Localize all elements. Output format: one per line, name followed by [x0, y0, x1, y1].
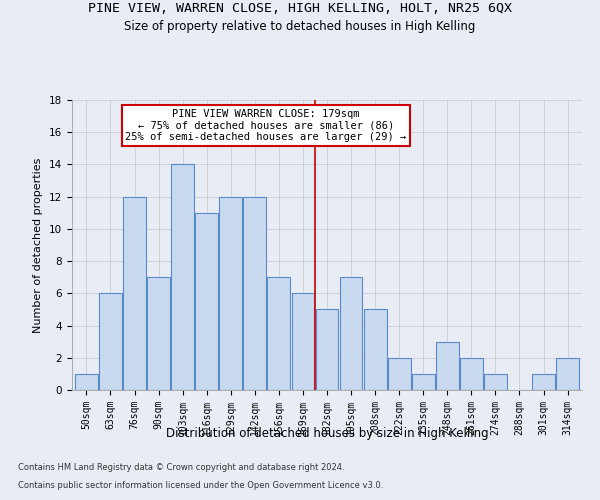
Text: Contains HM Land Registry data © Crown copyright and database right 2024.: Contains HM Land Registry data © Crown c… — [18, 464, 344, 472]
Bar — [171, 164, 194, 390]
Bar — [316, 310, 338, 390]
Text: Size of property relative to detached houses in High Kelling: Size of property relative to detached ho… — [124, 20, 476, 33]
Bar — [436, 342, 459, 390]
Text: PINE VIEW WARREN CLOSE: 179sqm
← 75% of detached houses are smaller (86)
25% of : PINE VIEW WARREN CLOSE: 179sqm ← 75% of … — [125, 108, 406, 142]
Bar — [268, 277, 290, 390]
Bar — [388, 358, 410, 390]
Bar — [532, 374, 555, 390]
Bar — [75, 374, 98, 390]
Bar — [412, 374, 434, 390]
Text: Contains public sector information licensed under the Open Government Licence v3: Contains public sector information licen… — [18, 481, 383, 490]
Y-axis label: Number of detached properties: Number of detached properties — [34, 158, 43, 332]
Bar — [147, 277, 170, 390]
Bar — [123, 196, 146, 390]
Bar — [195, 213, 218, 390]
Text: PINE VIEW, WARREN CLOSE, HIGH KELLING, HOLT, NR25 6QX: PINE VIEW, WARREN CLOSE, HIGH KELLING, H… — [88, 2, 512, 16]
Text: Distribution of detached houses by size in High Kelling: Distribution of detached houses by size … — [166, 428, 488, 440]
Bar — [292, 294, 314, 390]
Bar — [99, 294, 122, 390]
Bar — [484, 374, 507, 390]
Bar — [244, 196, 266, 390]
Bar — [364, 310, 386, 390]
Bar — [460, 358, 483, 390]
Bar — [556, 358, 579, 390]
Bar — [340, 277, 362, 390]
Bar — [220, 196, 242, 390]
